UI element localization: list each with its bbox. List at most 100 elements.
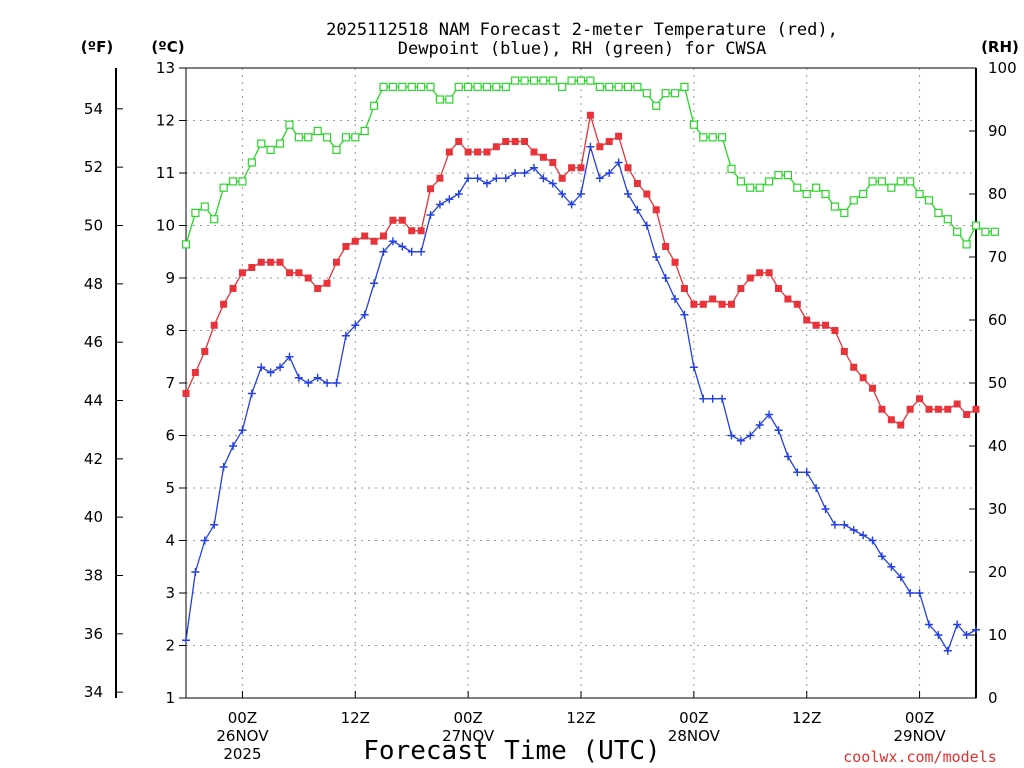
celsius-tick-label: 6 — [165, 427, 175, 445]
rh-point — [717, 133, 727, 142]
rh-point — [783, 171, 793, 180]
rh-point — [670, 89, 680, 98]
dewpoint-point — [464, 174, 473, 183]
temperature-point — [859, 374, 867, 382]
celsius-tick-label: 3 — [165, 584, 175, 602]
temperature-point — [549, 159, 557, 166]
temperature-point — [342, 243, 350, 250]
rh-point — [614, 82, 623, 92]
dewpoint-point — [812, 484, 821, 492]
dewpoint-point — [915, 589, 924, 597]
fahrenheit-tick-label: 52 — [84, 158, 103, 176]
temperature-point — [351, 237, 359, 245]
dewpoint-point — [671, 295, 680, 303]
rh-point — [595, 82, 604, 92]
temperature-point — [492, 143, 500, 151]
celsius-tick-label: 4 — [165, 532, 175, 550]
temperature-point — [285, 269, 293, 277]
dewpoint-point — [529, 163, 538, 172]
temperature-point — [897, 421, 905, 429]
rh-point — [887, 183, 896, 192]
rh-point — [322, 133, 332, 142]
rh-tick-label: 100 — [988, 59, 1017, 77]
rh-tick-label: 80 — [988, 185, 1007, 203]
rh-point — [605, 82, 614, 92]
temperature-point — [558, 174, 566, 182]
temperature-point — [652, 206, 660, 214]
dewpoint-point — [727, 431, 736, 440]
rh-point — [501, 82, 510, 92]
temperature-point — [737, 285, 745, 292]
temperature-point — [436, 174, 444, 182]
rh-point — [859, 189, 868, 199]
celsius-unit-label: (ºC) — [151, 38, 184, 56]
rh-point — [868, 177, 877, 186]
fahrenheit-tick-label: 34 — [84, 683, 103, 701]
dewpoint-point — [605, 169, 614, 177]
temperature-point — [276, 258, 284, 266]
temperature-point — [229, 285, 237, 292]
temperature-point — [822, 321, 830, 329]
temperature-point — [944, 405, 952, 413]
dewpoint-point — [577, 190, 585, 198]
dewpoint-point — [313, 373, 322, 382]
dewpoint-point — [398, 242, 407, 251]
dewpoint-point — [454, 190, 463, 198]
rh-point — [492, 82, 501, 92]
dewpoint-point — [642, 221, 651, 230]
celsius-tick-label: 7 — [165, 374, 175, 392]
dewpoint-point — [708, 394, 717, 403]
dewpoint-point — [266, 368, 275, 377]
temperature-point — [483, 148, 491, 156]
temperature-point — [633, 180, 641, 187]
dewpoint-point — [614, 158, 623, 167]
dewpoint-point — [868, 536, 877, 545]
temperature-point — [925, 405, 933, 413]
celsius-tick-label: 2 — [165, 637, 175, 655]
rh-point — [830, 202, 840, 211]
temperature-point — [389, 216, 397, 224]
temperature-point — [812, 321, 820, 329]
celsius-tick-label: 11 — [156, 164, 175, 182]
temperature-point — [840, 348, 848, 355]
dewpoint-point — [210, 520, 219, 529]
dewpoint-point — [511, 169, 520, 177]
temperature-point — [511, 138, 519, 145]
rh-point — [435, 95, 445, 104]
dewpoint-point — [191, 568, 200, 576]
rh-point — [962, 240, 971, 249]
rh-point — [417, 82, 426, 92]
rh-point — [454, 82, 463, 92]
dewpoint-point — [276, 363, 285, 372]
rh-tick-label: 20 — [988, 563, 1007, 581]
dewpoint-point — [755, 421, 764, 429]
rh-point — [990, 227, 999, 236]
rh-point — [849, 196, 858, 205]
fahrenheit-tick-label: 46 — [84, 333, 103, 351]
dewpoint-point — [229, 442, 238, 450]
dewpoint-point — [247, 389, 256, 398]
dewpoint-point — [473, 174, 482, 183]
temperature-point — [643, 190, 651, 198]
rh-point — [633, 82, 642, 92]
time-tick-label: 12Z — [566, 709, 595, 727]
dewpoint-point — [595, 174, 604, 183]
temperature-point — [417, 227, 425, 235]
dewpoint-point — [718, 394, 727, 403]
temperature-point — [831, 327, 839, 334]
rh-unit-label: (RH) — [981, 38, 1019, 56]
celsius-tick-label: 8 — [165, 322, 175, 340]
rh-point — [971, 221, 981, 230]
time-tick-label: 2025 — [223, 745, 261, 763]
data-series — [181, 76, 999, 655]
temperature-point — [765, 269, 773, 277]
rh-point — [915, 189, 924, 199]
rh-point — [708, 133, 717, 142]
temperature-point — [577, 164, 585, 172]
fahrenheit-tick-label: 44 — [84, 392, 103, 410]
temperature-point — [878, 405, 886, 413]
rh-point — [388, 82, 398, 92]
dewpoint-point — [558, 190, 567, 198]
time-tick-label: 27NOV — [442, 727, 495, 745]
temperature-point — [615, 132, 623, 140]
